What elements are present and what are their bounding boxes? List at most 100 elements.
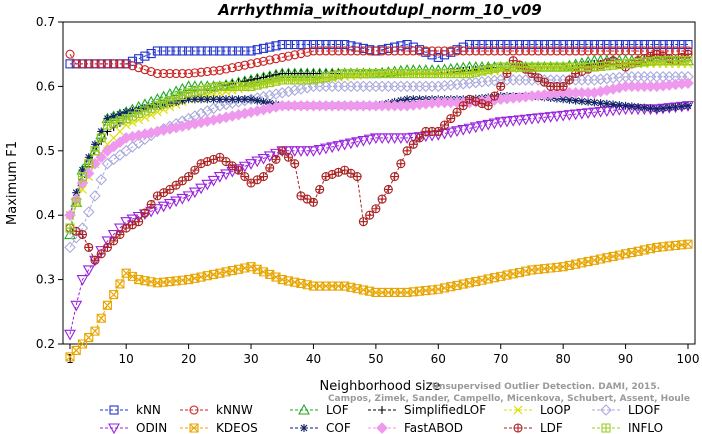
- data-point: [171, 180, 181, 190]
- data-point: [444, 127, 457, 139]
- data-point: [228, 95, 237, 104]
- data-point: [177, 68, 187, 79]
- watermark-line-1: Unsupervised Outlier Detection. DAMI, 20…: [432, 382, 660, 392]
- legend-label: LoOP: [540, 403, 571, 417]
- data-point: [84, 59, 94, 69]
- data-point: [90, 59, 100, 69]
- data-point: [209, 46, 219, 56]
- data-point: [84, 242, 94, 252]
- data-point: [290, 39, 300, 50]
- data-point: [271, 154, 281, 164]
- data-point: [222, 95, 231, 104]
- data-point: [327, 39, 337, 50]
- data-point: [326, 142, 339, 154]
- data-point: [227, 161, 237, 171]
- data-point: [188, 187, 201, 199]
- data-point: [151, 204, 164, 215]
- data-point: [220, 169, 232, 181]
- data-point: [263, 151, 276, 163]
- data-point: [483, 46, 493, 56]
- data-point: [584, 97, 593, 106]
- data-point: [227, 46, 237, 56]
- data-point: [190, 68, 200, 78]
- data-point: [451, 126, 463, 137]
- legend-item-simplifiedlof: SimplifiedLOF: [368, 403, 486, 417]
- data-point: [140, 65, 150, 75]
- data-point: [165, 46, 175, 56]
- legend-label: LOF: [326, 403, 349, 417]
- legend-item-fastabod: FastABOD: [368, 421, 463, 434]
- data-point: [546, 46, 556, 56]
- data-point: [439, 120, 450, 130]
- data-point: [458, 46, 468, 56]
- series-line: [69, 50, 688, 74]
- data-point: [601, 423, 611, 433]
- legend-item-lof: LOF: [290, 403, 349, 417]
- legend-label: SimplifiedLOF: [404, 403, 486, 417]
- data-point: [665, 103, 674, 112]
- data-point: [207, 102, 220, 115]
- data-point: [513, 405, 523, 415]
- data-point: [197, 95, 206, 104]
- series-line: [69, 76, 688, 248]
- data-point: [71, 197, 81, 207]
- data-point: [409, 95, 418, 104]
- data-point: [671, 103, 680, 112]
- data-point: [365, 210, 375, 220]
- data-point: [177, 176, 187, 186]
- data-point: [333, 46, 343, 56]
- data-point: [600, 404, 612, 416]
- data-point: [601, 72, 613, 85]
- data-point: [127, 61, 137, 71]
- data-point: [253, 96, 262, 105]
- data-point: [171, 68, 181, 79]
- data-point: [488, 74, 501, 87]
- legend-item-ldof: LDOF: [592, 403, 660, 417]
- data-point: [358, 46, 368, 56]
- data-point: [321, 46, 331, 56]
- data-point: [564, 39, 574, 50]
- data-point: [184, 46, 194, 56]
- data-point: [97, 127, 106, 136]
- data-point: [265, 269, 275, 279]
- data-point: [376, 422, 388, 434]
- data-point: [589, 39, 599, 50]
- data-point: [602, 39, 612, 50]
- data-point: [539, 46, 549, 56]
- data-point: [558, 46, 568, 56]
- data-point: [371, 46, 381, 56]
- data-point: [432, 80, 445, 93]
- data-point: [558, 81, 568, 91]
- data-point: [488, 118, 501, 130]
- data-point: [196, 67, 206, 77]
- data-point: [477, 46, 487, 56]
- data-point: [152, 68, 162, 79]
- watermark-line-2: Campos, Zimek, Sander, Campello, Micenko…: [328, 394, 690, 404]
- x-tick-label: 90: [618, 352, 633, 366]
- data-point: [82, 265, 95, 277]
- data-point: [471, 39, 481, 50]
- x-axis: 1 10 20 30 40 50 60 70 80 90 100: [66, 344, 699, 366]
- data-point: [590, 98, 599, 107]
- data-point: [513, 115, 526, 127]
- data-point: [296, 49, 306, 59]
- data-point: [170, 196, 183, 208]
- data-point: [627, 102, 636, 111]
- x-tick-label: 80: [556, 352, 571, 366]
- data-point: [315, 39, 325, 50]
- data-point: [96, 59, 106, 69]
- data-point: [214, 99, 226, 112]
- data-point: [340, 39, 350, 50]
- data-point: [120, 217, 133, 228]
- legend-item-odin: ODIN: [100, 421, 167, 434]
- data-point: [283, 51, 294, 61]
- y-tick-label: 0.5: [36, 144, 55, 158]
- data-point: [433, 126, 443, 137]
- data-point: [252, 45, 262, 55]
- data-point: [383, 46, 393, 56]
- data-point: [265, 42, 275, 52]
- series-odin: [64, 101, 694, 341]
- data-point: [132, 211, 145, 223]
- data-point: [615, 101, 624, 110]
- data-point: [202, 46, 212, 56]
